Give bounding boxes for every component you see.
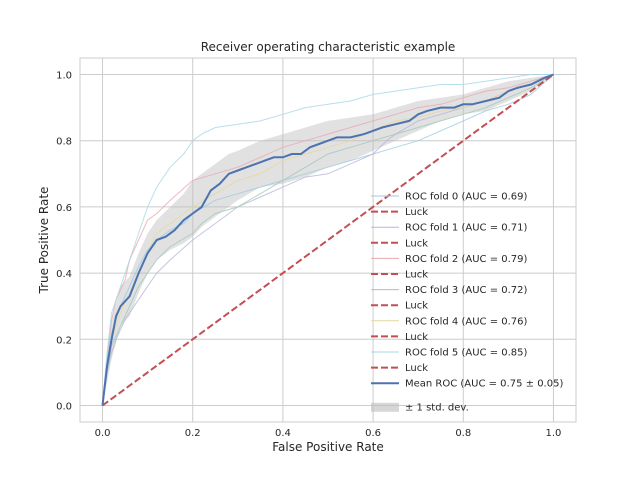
legend-label-fold-4: ROC fold 4 (AUC = 0.76)	[405, 316, 528, 327]
y-tick-label: 0.2	[56, 335, 72, 346]
legend-label-luck-5: Luck	[405, 363, 428, 374]
legend: ROC fold 0 (AUC = 0.69) Luck ROC fold 1 (A…	[371, 192, 563, 413]
legend-label-mean: Mean ROC (AUC = 0.75 ± 0.05)	[405, 379, 563, 390]
fold-5-line	[102, 74, 554, 406]
chart-title: Receiver operating characteristic exampl…	[201, 40, 456, 54]
luck-line-layer	[101, 73, 555, 407]
x-tick-label: 1.0	[546, 428, 562, 439]
legend-label-fold-2: ROC fold 2 (AUC = 0.79)	[405, 254, 528, 265]
y-tick-label: 0.4	[56, 269, 72, 280]
x-tick-labels: 0.0 0.2 0.4 0.6 0.8 1.0	[95, 428, 562, 439]
fold-1-line	[102, 74, 554, 406]
y-tick-label: 1.0	[56, 71, 72, 82]
grid-lines	[80, 58, 576, 422]
x-axis-label: False Positive Rate	[272, 440, 384, 454]
mean-roc-line	[101, 73, 554, 406]
fold-3-line	[102, 74, 554, 406]
fold-4-line	[102, 74, 554, 406]
y-axis-label: True Positive Rate	[37, 187, 51, 295]
legend-label-band: ± 1 std. dev.	[405, 402, 469, 413]
x-tick-label: 0.6	[365, 428, 381, 439]
legend-label-fold-5: ROC fold 5 (AUC = 0.85)	[405, 348, 528, 359]
legend-label-fold-1: ROC fold 1 (AUC = 0.71)	[405, 223, 528, 234]
y-tick-label: 0.6	[56, 203, 72, 214]
y-tick-label: 0.8	[56, 137, 72, 148]
x-tick-label: 0.8	[455, 428, 471, 439]
x-tick-label: 0.2	[185, 428, 201, 439]
y-tick-labels: 0.0 0.2 0.4 0.6 0.8 1.0	[56, 71, 72, 413]
fold-2-line	[102, 74, 554, 406]
legend-label-luck-3: Luck	[405, 301, 428, 312]
legend-label-fold-0: ROC fold 0 (AUC = 0.69)	[405, 192, 528, 203]
fold-lines-layer	[102, 74, 554, 406]
mean-roc-layer	[101, 73, 554, 406]
legend-label-luck-4: Luck	[405, 332, 428, 343]
legend-label-fold-3: ROC fold 3 (AUC = 0.72)	[405, 285, 528, 296]
legend-swatch-band	[371, 402, 399, 412]
legend-label-luck-0: Luck	[405, 207, 428, 218]
y-tick-label: 0.0	[56, 401, 72, 412]
x-tick-label: 0.4	[275, 428, 291, 439]
fold-0-line	[102, 74, 554, 406]
legend-label-luck-2: Luck	[405, 270, 428, 281]
legend-label-luck-1: Luck	[405, 238, 428, 249]
x-tick-label: 0.0	[95, 428, 111, 439]
luck-line	[101, 73, 555, 407]
